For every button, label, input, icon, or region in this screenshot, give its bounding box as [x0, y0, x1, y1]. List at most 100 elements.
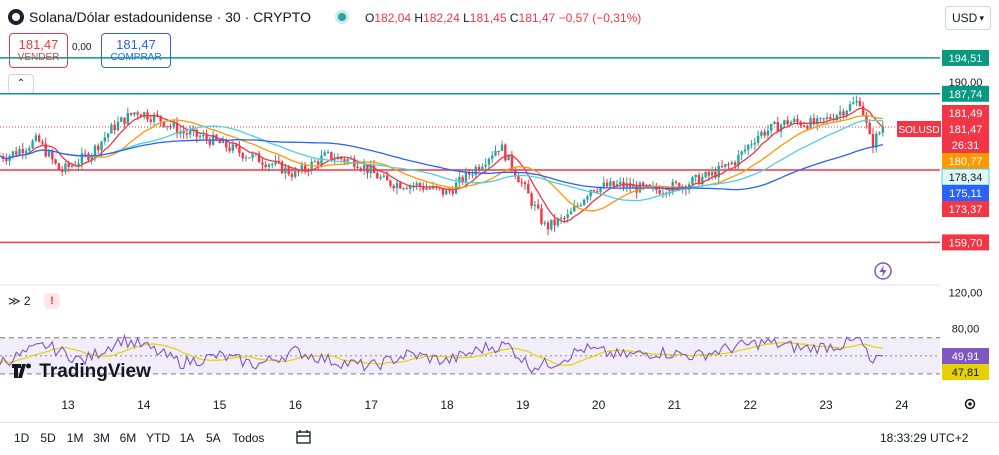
candle-body — [517, 176, 520, 183]
candle-body — [100, 141, 103, 151]
candle-body — [385, 175, 389, 181]
candle-body — [428, 188, 432, 190]
candle-body — [553, 219, 556, 226]
lightning-icon[interactable] — [874, 262, 892, 280]
candle-body — [376, 173, 379, 179]
candle-body — [83, 153, 87, 155]
candle-body — [865, 115, 868, 123]
indicator-collapse-button[interactable]: ≫ 2 — [8, 293, 34, 309]
svg-text:180,77: 180,77 — [949, 156, 983, 168]
candle-body — [881, 127, 885, 133]
candle-body — [257, 153, 261, 163]
candle-body — [303, 165, 307, 171]
candle-body — [566, 214, 569, 219]
spread-value: 0,00 — [72, 42, 92, 53]
period-button-3m[interactable]: 3M — [93, 431, 110, 445]
x-tick-label: 23 — [819, 398, 833, 412]
x-tick-label: 19 — [516, 398, 530, 412]
currency-select[interactable]: USD ▾ — [945, 6, 991, 30]
svg-text:181,47: 181,47 — [949, 124, 983, 136]
candle-body — [802, 125, 806, 127]
candle-body — [418, 183, 422, 187]
symbol-title[interactable]: Solana/Dólar estadounidense · 30 · CRYPT… — [29, 9, 311, 25]
ma-fast-line — [0, 107, 884, 223]
candle-body — [530, 193, 533, 206]
candle-body — [399, 183, 402, 189]
calendar-range-icon[interactable] — [295, 428, 313, 446]
ma-slow-line — [0, 139, 884, 191]
svg-text:194,51: 194,51 — [949, 53, 983, 65]
x-tick-label: 18 — [440, 398, 454, 412]
candle-body — [786, 120, 789, 125]
candle-body — [579, 204, 583, 206]
period-button-todos[interactable]: Todos — [232, 431, 265, 445]
period-button-6m[interactable]: 6M — [119, 431, 137, 445]
candle-body — [382, 175, 386, 177]
candle-body — [497, 150, 500, 152]
rsi-ma-line — [0, 342, 883, 366]
candle-body — [727, 164, 730, 166]
period-button-5d[interactable]: 5D — [40, 431, 56, 445]
clock-readout[interactable]: 18:33:29 UTC+2 — [880, 431, 969, 445]
candle-body — [438, 187, 441, 189]
candle-body — [221, 139, 225, 144]
candle-body — [779, 124, 783, 132]
period-button-1d[interactable]: 1D — [14, 431, 30, 445]
candle-body — [609, 181, 612, 187]
x-tick-label: 24 — [895, 398, 909, 412]
x-tick-label: 21 — [668, 398, 682, 412]
close-label: C — [509, 11, 519, 25]
candle-body — [697, 174, 701, 185]
candle-body — [274, 160, 277, 164]
period-button-5a[interactable]: 5A — [206, 431, 221, 445]
gear-icon[interactable] — [963, 397, 977, 411]
candle-body — [372, 165, 376, 174]
candle-body — [93, 145, 97, 156]
candle-body — [691, 177, 694, 185]
candle-body — [730, 162, 734, 165]
warning-icon[interactable]: ! — [44, 293, 60, 309]
candle-body — [468, 171, 471, 175]
candle-body — [599, 186, 602, 192]
candle-body — [710, 171, 714, 176]
svg-text:187,74: 187,74 — [949, 89, 983, 101]
low-label: L — [463, 11, 470, 25]
candle-body — [60, 170, 64, 172]
candle-body — [182, 131, 185, 134]
candle-body — [326, 151, 330, 153]
candle-body — [333, 159, 336, 161]
candle-body — [858, 100, 862, 106]
candle-body — [366, 164, 369, 174]
svg-text:181,49: 181,49 — [949, 108, 983, 120]
ma-slow-light-line — [0, 119, 883, 202]
candle-body — [14, 151, 18, 155]
candle-body — [139, 114, 143, 117]
price-chart[interactable]: 19 0,00 194,51 187,74 159,70 181,49 181,47 26:3… — [0, 34, 999, 422]
candle-body — [234, 144, 238, 147]
period-button-ytd[interactable]: YTD — [146, 431, 170, 445]
svg-text:178,34: 178,34 — [949, 172, 983, 184]
candle-body — [70, 165, 74, 167]
candle-body — [402, 188, 405, 190]
x-tick-label: 14 — [137, 398, 151, 412]
candle-body — [395, 183, 399, 189]
candle-body — [241, 153, 244, 159]
candle-body — [766, 130, 770, 136]
period-button-1m[interactable]: 1M — [66, 431, 84, 445]
tradingview-brand[interactable]: TradingView — [12, 361, 151, 383]
candle-body — [569, 211, 573, 215]
candle-body — [323, 152, 326, 156]
high-value: 182,24 — [423, 11, 460, 25]
candle-body — [573, 205, 576, 212]
candle-body — [500, 144, 504, 151]
level-label-1: 187,74 — [942, 85, 989, 102]
brand-name: TradingView — [39, 361, 151, 382]
candle-body — [848, 104, 852, 111]
candle-body — [198, 136, 202, 138]
period-button-1a[interactable]: 1A — [179, 431, 195, 445]
low-value: 181,45 — [469, 11, 507, 25]
candle-body — [747, 145, 750, 150]
candle-body — [287, 167, 290, 175]
candle-body — [464, 171, 468, 183]
candle-body — [208, 139, 212, 145]
